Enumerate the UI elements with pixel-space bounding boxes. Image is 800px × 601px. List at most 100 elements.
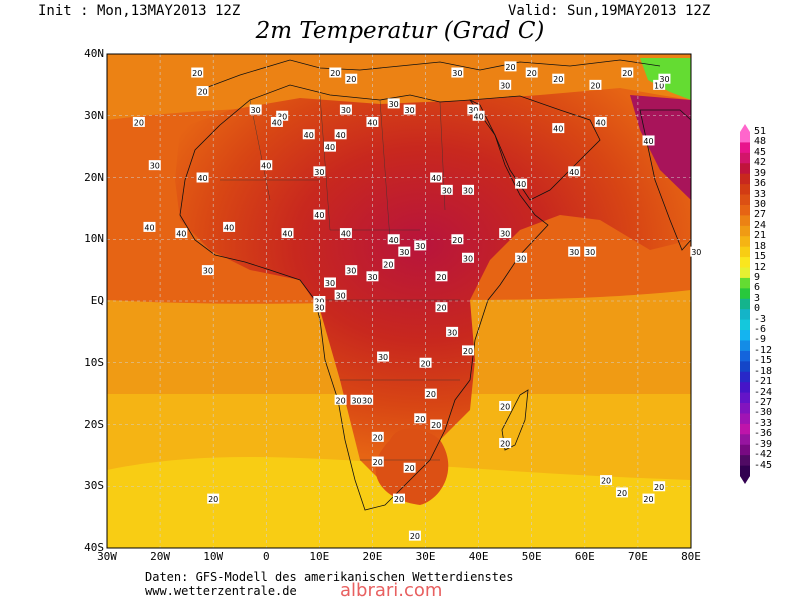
- label-value: 20: [436, 273, 446, 282]
- legend-swatch: [740, 152, 750, 164]
- label-value: 40: [389, 236, 399, 245]
- lat-label: 10N: [84, 232, 104, 246]
- label-value: 40: [272, 118, 282, 127]
- temperature-label: 40: [387, 234, 400, 245]
- india-hot-patch: [630, 95, 691, 200]
- label-box: [302, 129, 315, 140]
- legend-swatch: [740, 350, 750, 362]
- label-box: [504, 61, 517, 72]
- temperature-label: 40: [472, 110, 485, 121]
- label-box: [329, 67, 342, 78]
- label-box: [334, 394, 347, 405]
- label-box: [175, 228, 188, 239]
- label-box: [207, 493, 220, 504]
- temperature-label: 20: [382, 258, 395, 269]
- label-box: [515, 178, 528, 189]
- color-legend: 51 48 45 42 39 36 33 30 27 24 21 18 15 12 9 6 3 0 -3 -6 -9 -1…: [737, 124, 797, 484]
- label-box: [276, 110, 289, 121]
- label-value: 30: [341, 106, 351, 115]
- label-value: 40: [282, 230, 292, 239]
- label-value: 30: [516, 254, 526, 263]
- temperature-label: 30: [568, 246, 581, 257]
- label-value: 20: [553, 75, 563, 84]
- temperature-label: 20: [499, 438, 512, 449]
- temperature-label: 20: [403, 462, 416, 473]
- label-box: [499, 400, 512, 411]
- label-value: 20: [601, 477, 611, 486]
- legend-swatch: [740, 340, 750, 352]
- label-value: 30: [399, 248, 409, 257]
- legend-tick-label: 48: [754, 136, 767, 148]
- madagascar-coastline: [501, 389, 529, 451]
- temperature-label: 20: [414, 413, 427, 424]
- label-box: [621, 67, 634, 78]
- legend-tick-label: -21: [754, 376, 773, 388]
- label-box: [615, 487, 628, 498]
- label-box: [313, 166, 326, 177]
- legend-tick-label: 12: [754, 261, 767, 273]
- label-value: 20: [426, 390, 436, 399]
- temperature-label: 20: [196, 86, 209, 97]
- legend-tick-label: 15: [754, 251, 767, 263]
- label-value: 20: [383, 260, 393, 269]
- label-box: [515, 252, 528, 263]
- temperature-label: 40: [568, 166, 581, 177]
- label-box: [424, 388, 437, 399]
- legend-swatch: [740, 194, 750, 206]
- continent-heat-field: [175, 88, 691, 480]
- legend-swatch: [740, 267, 750, 279]
- label-box: [435, 302, 448, 313]
- legend-tick-label: 51: [754, 126, 767, 137]
- legend-colorbar: [740, 124, 750, 484]
- temperature-label: 20: [430, 419, 443, 430]
- legend-swatch: [740, 246, 750, 258]
- label-box: [642, 493, 655, 504]
- label-value: 30: [325, 279, 335, 288]
- label-box: [552, 73, 565, 84]
- label-box: [366, 116, 379, 127]
- label-value: 30: [362, 396, 372, 405]
- label-box: [387, 98, 400, 109]
- temperature-label: 20: [642, 493, 655, 504]
- watermark: albrari.com: [340, 580, 443, 601]
- label-box: [653, 481, 666, 492]
- label-value: 40: [261, 162, 271, 171]
- temperature-label: 20: [393, 493, 405, 504]
- label-box: [658, 73, 671, 84]
- label-box: [398, 246, 411, 257]
- temperature-label: 20: [419, 357, 432, 368]
- label-box: [499, 79, 512, 90]
- legend-swatch: [740, 277, 750, 289]
- temperature-label: 30: [276, 110, 289, 121]
- label-box: [653, 79, 666, 90]
- label-value: 30: [468, 106, 478, 115]
- map-frame: [106, 53, 692, 549]
- temperature-label: 30: [467, 104, 480, 115]
- label-value: 20: [373, 433, 383, 442]
- label-value: 10: [654, 81, 664, 90]
- legend-tick-label: 27: [754, 209, 767, 221]
- label-box: [191, 67, 204, 78]
- lon-label: 30E: [415, 550, 436, 563]
- label-box: [371, 431, 384, 442]
- label-box: [525, 67, 538, 78]
- label-box: [568, 246, 581, 257]
- temperature-label: 30: [323, 277, 336, 288]
- temperature-label: 30: [499, 79, 512, 90]
- legend-swatch: [740, 132, 750, 143]
- label-value: 30: [500, 230, 510, 239]
- label-value: 20: [452, 236, 462, 245]
- temperature-label: 30: [658, 73, 671, 84]
- lon-label: 40E: [468, 550, 489, 563]
- label-box: [589, 79, 602, 90]
- temperature-label: 40: [196, 172, 209, 183]
- legend-tick-label: -15: [754, 355, 773, 367]
- label-value: 30: [500, 81, 510, 90]
- legend-tick-label: 30: [754, 198, 767, 210]
- lon-label: 70E: [627, 550, 648, 563]
- temperature-label: 20: [334, 394, 347, 405]
- legend-swatch: [740, 444, 750, 456]
- legend-tick-label: 42: [754, 157, 767, 169]
- legend-tick-label: 24: [754, 219, 767, 231]
